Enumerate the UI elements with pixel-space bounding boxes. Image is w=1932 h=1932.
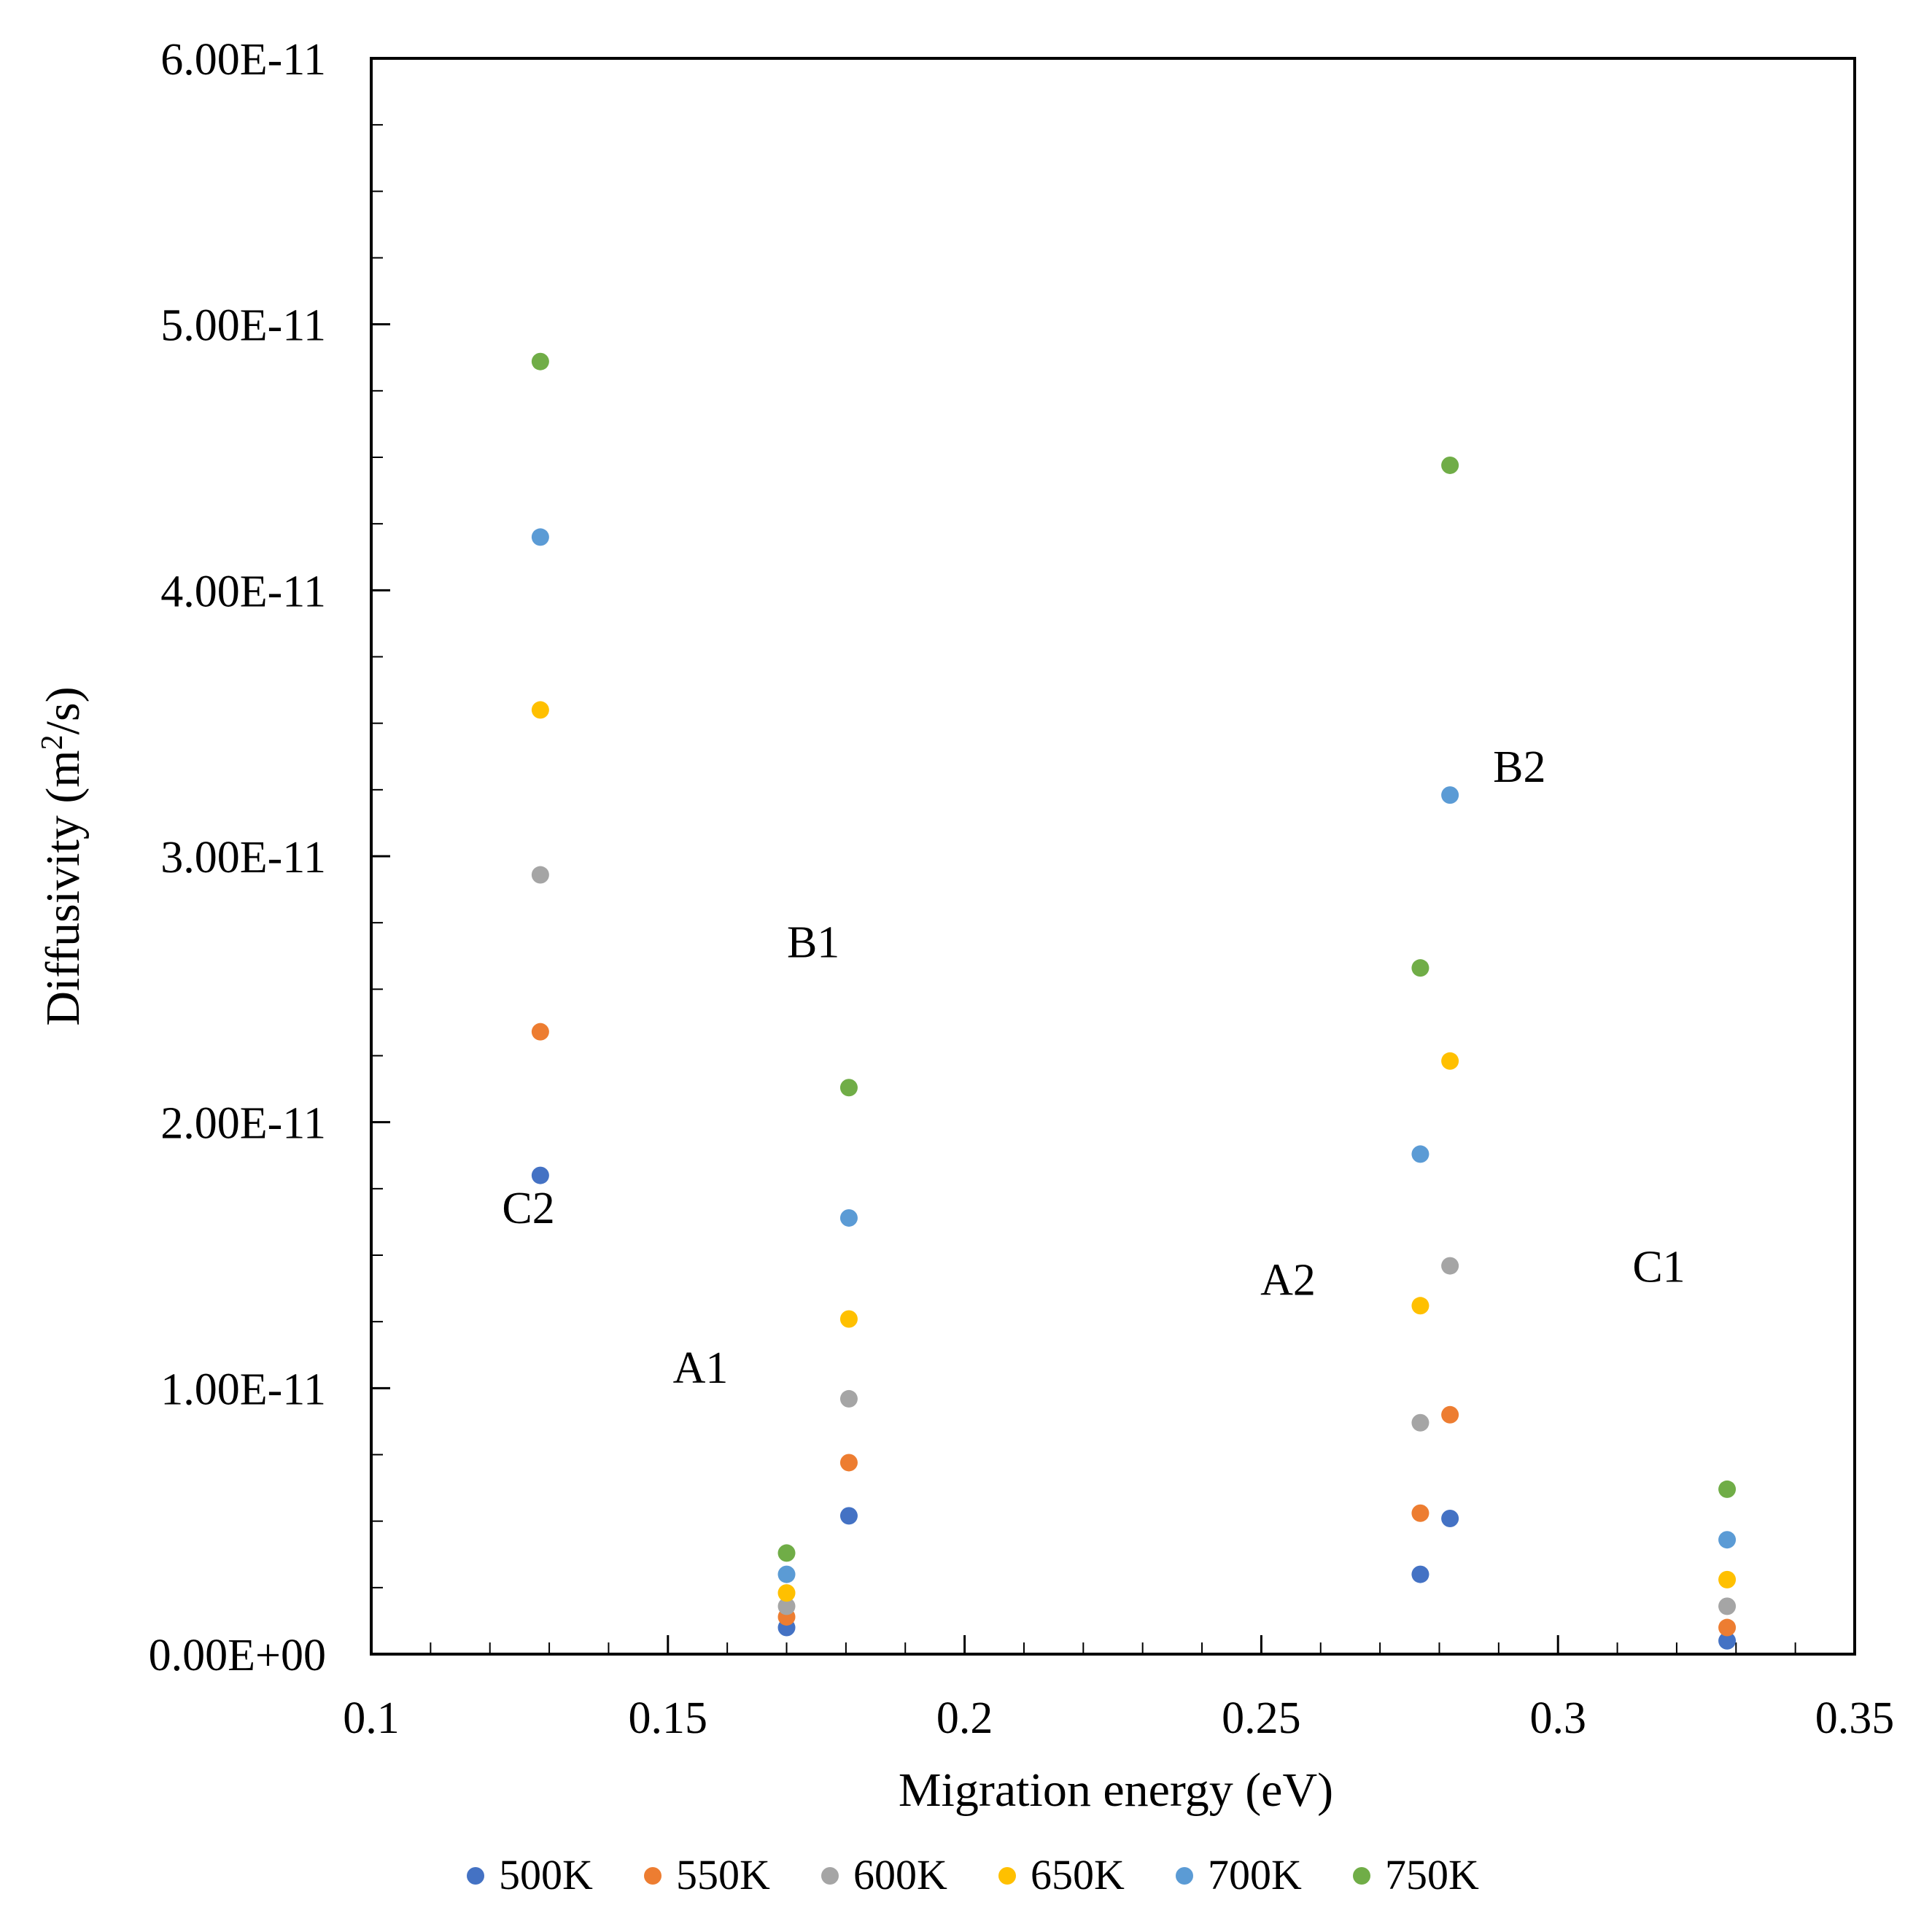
y-tick-label: 5.00E-11 [160,301,326,351]
legend-marker-700K [1176,1867,1193,1885]
data-point-600K [531,866,549,884]
data-point-750K [777,1544,796,1562]
annotation-C2: C2 [502,1184,554,1233]
legend-label-750K: 750K [1385,1851,1479,1898]
y-tick-label: 2.00E-11 [160,1099,326,1149]
data-point-700K [1718,1531,1737,1549]
annotation-B1: B1 [787,918,839,968]
data-point-600K [1411,1413,1429,1432]
y-tick-labels: 0.00E+00 1.00E-11 2.00E-11 3.00E-11 4.00E-11… [149,35,326,1680]
data-point-650K [777,1584,796,1602]
data-point-650K [1441,1052,1459,1070]
legend-marker-500K [467,1867,484,1885]
data-point-700K [839,1209,858,1227]
data-point-600K [839,1389,858,1408]
annotation-B2: B2 [1493,742,1545,792]
data-point-550K [1718,1618,1737,1637]
y-tick-label: 0.00E+00 [149,1631,326,1680]
annotation-A1: A1 [673,1343,729,1393]
x-tick-label: 0.15 [629,1694,708,1743]
y-minor-ticks [371,124,383,1588]
legend-label-650K: 650K [1031,1851,1125,1898]
data-point-550K [1411,1504,1429,1522]
x-tick-labels: 0.1 0.15 0.2 0.25 0.3 0.35 [343,1694,1894,1743]
legend-marker-750K [1353,1867,1370,1885]
data-point-600K [1441,1257,1459,1275]
legend-label-700K: 700K [1208,1851,1302,1898]
y-axis-title-main: Diffusivity (m [36,750,90,1025]
legend: 500K 550K 600K 650K 700K 750K [467,1851,1479,1898]
x-tick-label: 0.35 [1815,1694,1895,1743]
data-point-500K [1411,1565,1429,1583]
data-point-750K [839,1079,858,1097]
x-axis-title: Migration energy (eV) [899,1764,1333,1817]
x-major-ticks [370,1635,1856,1654]
data-point-550K [1441,1405,1459,1424]
y-tick-label: 4.00E-11 [160,567,326,616]
data-point-750K [1441,456,1459,474]
data-points [531,352,1737,1650]
data-point-750K [1411,959,1429,977]
data-point-600K [1718,1597,1737,1615]
data-point-700K [1411,1145,1429,1163]
x-tick-label: 0.25 [1222,1694,1301,1743]
y-tick-label: 3.00E-11 [160,833,326,882]
legend-label-600K: 600K [853,1851,947,1898]
annotation-C1: C1 [1632,1242,1685,1292]
data-point-700K [777,1565,796,1583]
data-point-500K [839,1507,858,1525]
y-axis-title: Diffusivity (m2/s) [36,686,90,1025]
data-point-700K [531,528,549,546]
annotation-A2: A2 [1260,1256,1316,1306]
x-minor-ticks [430,1642,1796,1654]
x-tick-label: 0.2 [936,1694,993,1743]
plot-area-frame [370,57,1856,1656]
y-major-ticks [371,57,390,1656]
legend-label-500K: 500K [499,1851,593,1898]
x-tick-label: 0.3 [1529,1694,1586,1743]
data-point-750K [1718,1480,1737,1498]
x-tick-label: 0.1 [343,1694,400,1743]
data-point-500K [1718,1632,1737,1650]
data-point-550K [531,1023,549,1041]
y-axis-title-end: /s) [36,686,90,734]
y-tick-label: 1.00E-11 [160,1365,326,1414]
data-point-650K [1411,1297,1429,1315]
y-tick-label: 6.00E-11 [160,35,326,85]
legend-marker-650K [998,1867,1016,1885]
y-axis-title-superscript: 2 [36,734,69,750]
legend-marker-550K [644,1867,662,1885]
data-point-650K [1718,1570,1737,1588]
data-point-550K [839,1454,858,1472]
annotations: C2 A1 B1 A2 B2 C1 [502,742,1685,1393]
data-point-500K [531,1166,549,1184]
data-point-650K [839,1310,858,1328]
legend-label-550K: 550K [676,1851,770,1898]
data-point-700K [1441,786,1459,804]
data-point-650K [531,701,549,719]
data-point-500K [1441,1510,1459,1528]
legend-marker-600K [821,1867,839,1885]
data-point-750K [531,352,549,371]
data-point-600K [777,1597,796,1615]
